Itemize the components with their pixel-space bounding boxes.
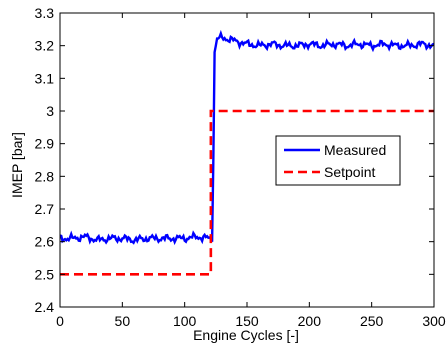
x-tick-label: 300 [422, 313, 446, 329]
axes-layer: 0 50 100 150 200 250 300 2.4 2.5 2.6 2.7 2.8 2.9 3 3.1… [35, 5, 446, 329]
y-tick-label: 2.5 [35, 266, 55, 282]
series-line-measured [59, 29, 435, 246]
y-tick-label: 3.2 [35, 38, 55, 54]
legend: Measured Setpoint [275, 135, 401, 186]
x-tick-label: 100 [173, 313, 197, 329]
y-tick-label: 2.9 [35, 136, 55, 152]
x-tick-label: 250 [360, 313, 384, 329]
legend-label-measured: Measured [324, 142, 386, 158]
x-axis-label: Engine Cycles [-] [193, 327, 299, 343]
x-tick-label: 50 [115, 313, 131, 329]
x-tick-label: 150 [235, 313, 259, 329]
series-line-setpoint [60, 109, 434, 276]
legend-box [275, 135, 401, 186]
y-tick-label: 3 [46, 103, 54, 119]
y-tick-label: 2.6 [35, 234, 55, 250]
y-tick-label: 2.8 [35, 168, 55, 184]
x-tick-label: 200 [298, 313, 322, 329]
y-tick-label: 2.4 [35, 299, 55, 315]
y-tick-label: 3.3 [35, 5, 55, 21]
y-tick-label: 2.7 [35, 201, 55, 217]
y-tick-label: 3.1 [35, 70, 55, 86]
y-axis-label: IMEP [bar] [9, 132, 25, 198]
series-layer [59, 29, 435, 276]
x-tick-label: 0 [56, 313, 64, 329]
legend-label-setpoint: Setpoint [324, 164, 375, 180]
